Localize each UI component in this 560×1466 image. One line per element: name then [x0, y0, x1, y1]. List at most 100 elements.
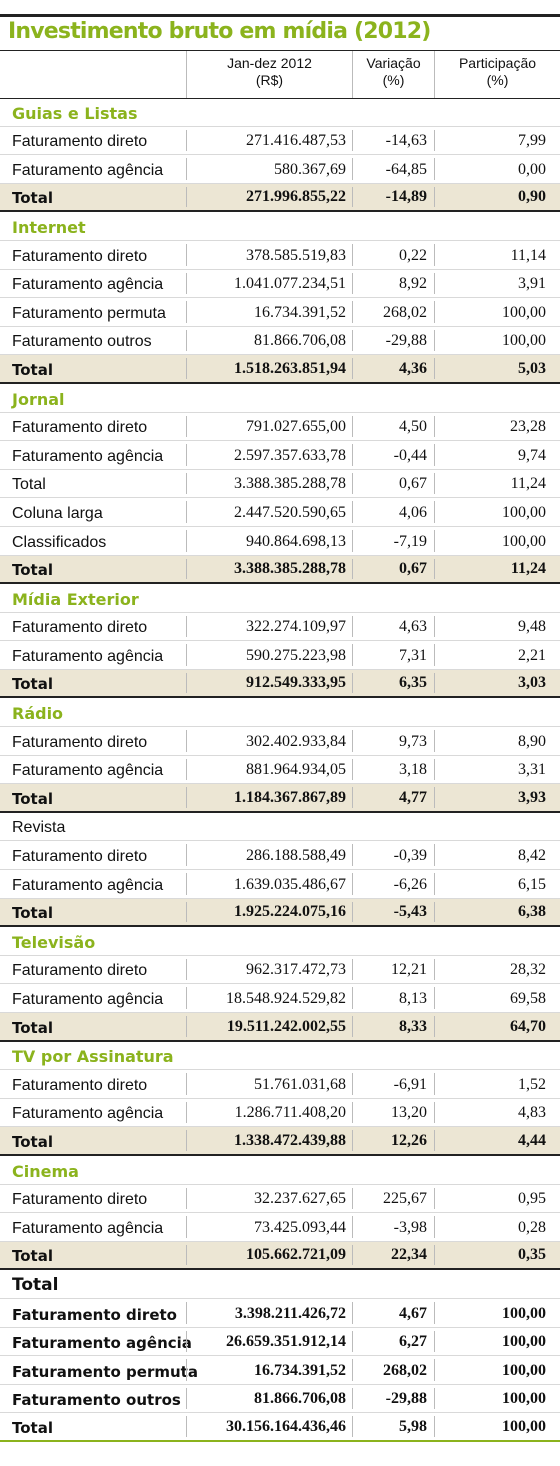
column-divider — [352, 758, 353, 781]
value-cell: 1.925.224.075,16 — [234, 903, 346, 921]
column-divider — [352, 158, 353, 180]
row-label: Total — [12, 675, 53, 694]
total-row: Total 19.511.242.002,55 8,33 64,70 — [0, 1013, 560, 1042]
column-divider — [186, 987, 187, 1009]
variation-cell: 9,73 — [399, 732, 427, 750]
row-label: Faturamento agência — [12, 1105, 164, 1123]
row-label: Internet — [12, 217, 86, 237]
row-label: Faturamento direto — [12, 733, 148, 751]
column-divider — [186, 415, 187, 438]
variation-cell: -64,85 — [385, 160, 427, 178]
variation-cell: 12,21 — [391, 961, 427, 979]
column-divider — [352, 558, 353, 580]
variation-cell: 6,35 — [399, 674, 427, 692]
section-heading: Cinema — [0, 1155, 560, 1185]
variation-cell: 4,36 — [399, 359, 427, 377]
column-divider — [186, 1073, 187, 1095]
summary-row: Faturamento outros 81.866.706,08 -29,88 100… — [0, 1385, 560, 1414]
table-header: Jan-dez 2012 (R$) Variação (%) Participa… — [0, 50, 560, 99]
column-divider — [434, 501, 435, 523]
section-heading: Internet — [0, 212, 560, 241]
column-divider — [434, 1216, 435, 1238]
row-label: Faturamento outros — [12, 333, 152, 351]
value-cell: 378.585.519,83 — [246, 246, 346, 264]
column-divider — [434, 243, 435, 266]
variation-cell: 8,92 — [399, 275, 427, 293]
header-share-label: Participação — [458, 55, 537, 71]
table-row: Faturamento permuta 16.734.391,52 268,02 10… — [0, 298, 560, 327]
value-cell: 1.184.367.867,89 — [234, 788, 346, 806]
variation-cell: -0,39 — [393, 847, 427, 865]
value-cell: 81.866.706,08 — [254, 332, 346, 350]
table-row: Coluna larga 2.447.520.590,65 4,06 100,00 — [0, 498, 560, 527]
header-share: Participação (%) — [435, 55, 560, 89]
section-heading: Guias e Listas — [0, 98, 560, 127]
column-divider — [352, 873, 353, 895]
column-divider — [186, 873, 187, 895]
variation-cell: 8,33 — [399, 1017, 427, 1035]
row-label: Total — [12, 1132, 53, 1151]
share-cell: 100,00 — [502, 332, 546, 350]
value-cell: 791.027.655,00 — [246, 418, 346, 436]
row-label: Total — [12, 561, 53, 580]
row-label: Faturamento permuta — [12, 1362, 198, 1381]
value-cell: 912.549.333,95 — [246, 674, 346, 692]
column-divider — [434, 730, 435, 752]
column-divider — [352, 672, 353, 694]
value-cell: 3.388.385.288,78 — [234, 560, 346, 578]
section-heading: Televisão — [0, 927, 560, 956]
column-divider — [352, 1416, 353, 1437]
share-cell: 8,42 — [518, 847, 546, 865]
column-divider — [434, 1244, 435, 1266]
row-label: Faturamento agência — [12, 762, 164, 780]
row-label: Faturamento direto — [12, 247, 148, 265]
title-bar: Investimento bruto em mídia (2012) — [0, 14, 560, 49]
column-divider — [434, 873, 435, 895]
row-label: Coluna larga — [12, 504, 103, 522]
column-divider — [434, 1301, 435, 1324]
table-row: Faturamento agência 580.367,69 -64,85 0,00 — [0, 155, 560, 184]
value-cell: 2.597.357.633,78 — [234, 446, 346, 464]
variation-cell: -14,89 — [385, 188, 427, 206]
row-label: Rádio — [12, 704, 64, 724]
value-cell: 16.734.391,52 — [254, 303, 346, 321]
variation-cell: 8,13 — [399, 990, 427, 1007]
column-divider — [352, 1301, 353, 1324]
variation-cell: 4,67 — [399, 1304, 427, 1322]
variation-cell: -29,88 — [385, 1390, 427, 1408]
value-cell: 1.518.263.851,94 — [234, 359, 346, 377]
column-divider — [186, 243, 187, 266]
column-divider — [186, 1101, 187, 1124]
table-row: Faturamento outros 81.866.706,08 -29,88 100… — [0, 327, 560, 356]
table-row: Faturamento direto 32.237.627,65 225,67 0,9… — [0, 1185, 560, 1214]
variation-cell: -3,98 — [393, 1218, 427, 1236]
row-label: Faturamento agência — [12, 161, 164, 179]
share-cell: 2,21 — [518, 646, 546, 664]
row-label: Faturamento permuta — [12, 304, 166, 322]
row-label: Faturamento agência — [12, 876, 164, 894]
column-divider — [186, 1187, 187, 1210]
share-cell: 11,24 — [510, 475, 546, 493]
row-label: Faturamento agência — [12, 1219, 164, 1237]
variation-cell: 268,02 — [383, 303, 427, 321]
column-divider — [352, 186, 353, 208]
column-divider — [352, 272, 353, 295]
share-cell: 100,00 — [502, 1333, 546, 1351]
table-row: Faturamento agência 1.041.077.234,51 8,92 3… — [0, 270, 560, 299]
column-divider — [186, 301, 187, 323]
table-row: Faturamento direto 322.274.109,97 4,63 9,48 — [0, 613, 560, 642]
row-label: Faturamento agência — [12, 647, 164, 665]
header-period: Jan-dez 2012 (R$) — [187, 55, 352, 89]
column-divider — [352, 1130, 353, 1151]
column-divider — [434, 987, 435, 1009]
column-divider — [352, 358, 353, 379]
column-divider — [434, 1387, 435, 1410]
value-cell: 1.041.077.234,51 — [234, 275, 346, 293]
value-cell: 1.639.035.486,67 — [234, 875, 346, 893]
column-divider — [186, 1016, 187, 1037]
column-divider — [186, 615, 187, 638]
column-divider — [186, 358, 187, 379]
total-row: Total 105.662.721,09 22,34 0,35 — [0, 1241, 560, 1271]
variation-cell: 4,77 — [399, 788, 427, 806]
share-cell: 100,00 — [502, 1304, 546, 1322]
